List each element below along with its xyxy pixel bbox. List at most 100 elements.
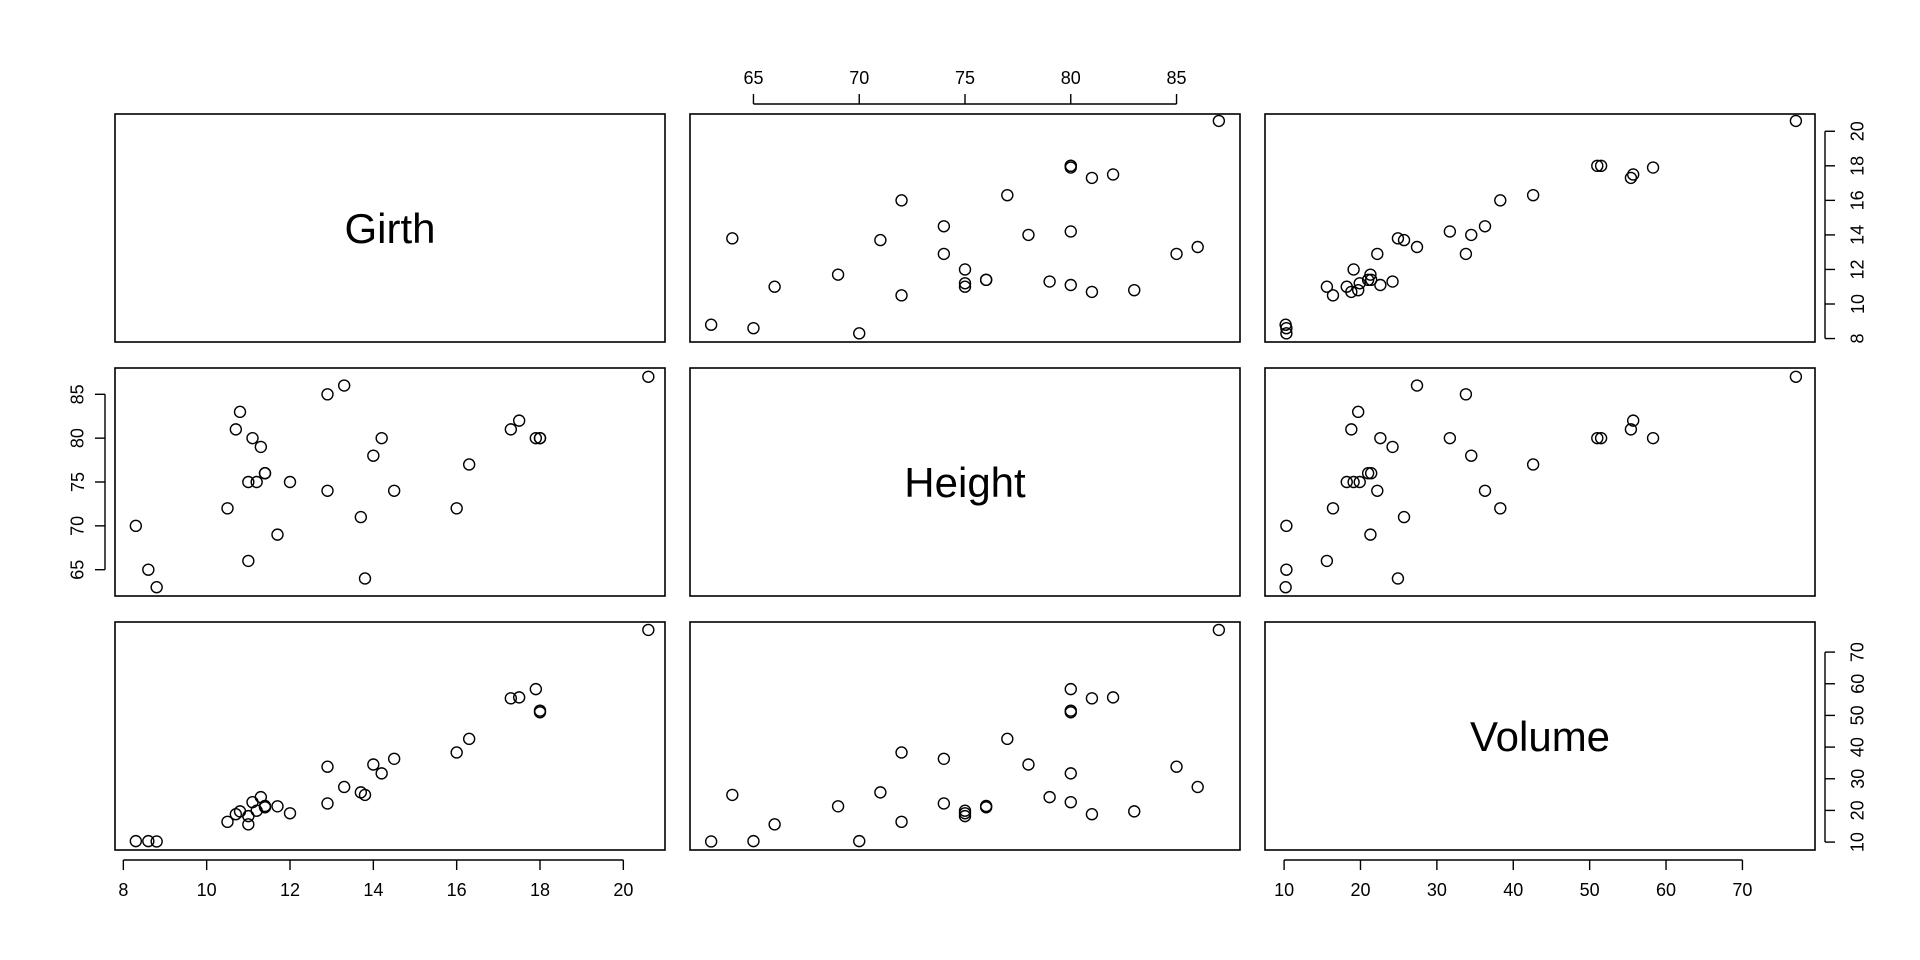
- data-point: [321, 797, 334, 810]
- data-point: [1626, 414, 1640, 427]
- data-point: [529, 431, 543, 445]
- panel-height-vs-volume: [1264, 367, 1816, 597]
- top-axis-height: 65 70 75 80 85: [743, 68, 1187, 105]
- data-point: [242, 554, 255, 568]
- data-point: [853, 834, 866, 848]
- data-point: [958, 280, 972, 293]
- tick-label: 75: [68, 472, 88, 492]
- data-point: [375, 767, 388, 780]
- data-point: [254, 440, 268, 454]
- data-point: [462, 732, 476, 746]
- data-point: [337, 780, 351, 794]
- tick-label: 50: [1580, 880, 1600, 900]
- tick-label: 75: [955, 68, 975, 88]
- data-point: [1085, 285, 1099, 299]
- data-point: [367, 758, 380, 771]
- data-point: [1001, 732, 1014, 746]
- data-point: [831, 800, 845, 813]
- tick-label: 70: [1848, 642, 1868, 662]
- data-point: [142, 563, 155, 576]
- data-point: [1353, 277, 1366, 290]
- data-point: [1459, 388, 1473, 401]
- data-point: [1371, 247, 1384, 261]
- data-point: [246, 795, 259, 809]
- bottom-axis-girth: 8 10 12 14 16 18 20: [118, 859, 633, 900]
- data-point: [1106, 691, 1120, 704]
- tick-label: 80: [1061, 68, 1081, 88]
- data-point: [450, 502, 463, 515]
- data-point: [937, 220, 951, 233]
- data-point: [283, 807, 297, 820]
- data-point: [1064, 795, 1077, 809]
- tick-label: 10: [1848, 294, 1868, 314]
- panel-frame: [689, 113, 1241, 343]
- data-point: [1351, 405, 1365, 419]
- panel-girth-vs-girth: Girth: [114, 113, 666, 343]
- tick-label: 16: [1848, 190, 1868, 210]
- data-point: [1646, 161, 1660, 174]
- data-point: [937, 797, 951, 810]
- data-point: [271, 528, 284, 541]
- data-point: [1191, 240, 1204, 254]
- data-point: [1064, 706, 1077, 719]
- data-point: [1397, 233, 1411, 247]
- data-point: [1465, 449, 1478, 462]
- data-point: [242, 809, 255, 823]
- data-point: [853, 327, 866, 340]
- data-point: [1351, 283, 1365, 297]
- data-point: [150, 581, 163, 594]
- data-point: [321, 760, 334, 773]
- variable-label-height: Height: [904, 459, 1026, 506]
- data-point: [1594, 159, 1608, 173]
- tick-label: 20: [1350, 880, 1370, 900]
- data-point: [1364, 273, 1378, 287]
- panel-frame: [1264, 113, 1816, 343]
- data-point: [512, 414, 526, 427]
- data-point: [747, 321, 760, 335]
- data-point: [895, 194, 908, 207]
- data-point: [504, 423, 518, 436]
- data-point: [250, 475, 263, 489]
- data-point: [258, 467, 272, 480]
- data-point: [704, 835, 718, 848]
- right-axis-volume: 10 20 30 40 50 60 70: [1824, 642, 1868, 852]
- tick-label: 10: [197, 880, 217, 900]
- data-point: [642, 370, 655, 383]
- tick-label: 12: [1848, 259, 1868, 279]
- panel-frame: [114, 113, 666, 343]
- data-point: [1386, 440, 1399, 454]
- data-point: [337, 379, 351, 392]
- panel-frame: [689, 621, 1241, 851]
- data-point: [1326, 289, 1340, 302]
- right-axis-girth: 8 10 12 14 16 18 20: [1824, 121, 1868, 344]
- tick-label: 14: [1848, 225, 1868, 245]
- data-point: [958, 263, 972, 276]
- data-point: [1410, 379, 1424, 392]
- panel-girth-vs-volume: [1264, 113, 1816, 343]
- data-point: [129, 834, 143, 848]
- data-point: [1128, 805, 1141, 818]
- data-point: [1212, 114, 1226, 128]
- tick-label: 8: [118, 880, 128, 900]
- tick-label: 40: [1848, 737, 1868, 757]
- tick-label: 30: [1848, 769, 1868, 789]
- data-point: [1364, 268, 1377, 281]
- tick-label: 70: [68, 516, 88, 536]
- data-point: [958, 277, 972, 290]
- tick-label: 18: [1848, 156, 1868, 176]
- data-point: [1374, 278, 1387, 292]
- data-point: [895, 815, 908, 829]
- data-point: [1347, 475, 1360, 489]
- data-point: [1279, 581, 1292, 594]
- data-point: [1626, 168, 1640, 181]
- panel-frame: [1264, 367, 1816, 597]
- tick-label: 12: [280, 880, 300, 900]
- data-point: [1064, 767, 1077, 780]
- data-point: [1624, 171, 1638, 185]
- data-point: [1591, 431, 1604, 445]
- data-point: [1085, 171, 1099, 185]
- data-point: [1212, 623, 1226, 637]
- tick-label: 65: [68, 560, 88, 580]
- tick-label: 60: [1848, 674, 1868, 694]
- variable-label-volume: Volume: [1470, 713, 1610, 760]
